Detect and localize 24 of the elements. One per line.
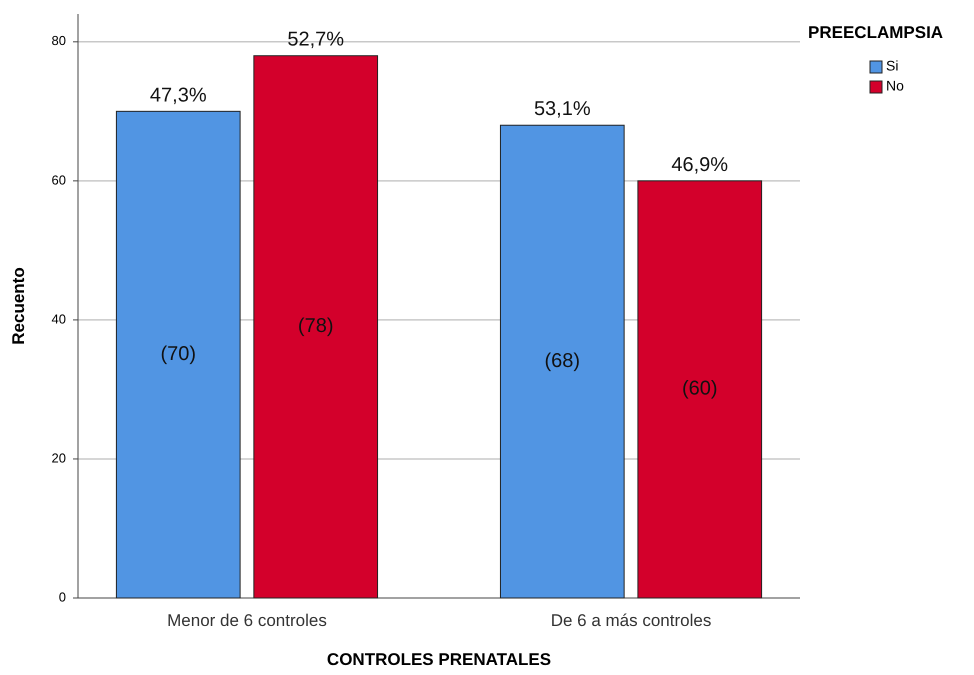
x-axis-title: CONTROLES PRENATALES [326,650,552,669]
y-axis-title: Recuento [9,267,28,345]
annotation: 52,7% [287,28,344,51]
annotation: 47,3% [150,84,207,106]
legend-label: Si [886,58,898,74]
data-label: (78) [298,315,334,338]
data-label: (60) [682,378,718,400]
bar [500,124,625,598]
bar [637,180,762,598]
data-label: (68) [544,350,580,372]
y-tick-label: 60 [52,172,66,188]
legend-label: No [886,78,904,94]
y-tick-label: 40 [52,311,66,326]
annotation: 46,9% [671,154,728,176]
bar [116,110,241,598]
y-tick-label: 20 [52,450,66,466]
annotation: 53,1% [534,98,591,120]
x-tick-label: De 6 a más controles [550,611,712,630]
data-label: (70) [160,342,196,365]
y-tick-label: 80 [52,33,66,48]
legend-title: PREECLAMPSIA [808,23,944,42]
y-tick-label: 0 [58,589,66,604]
bar [253,55,378,598]
x-tick-label: Menor de 6 controles [167,611,327,630]
